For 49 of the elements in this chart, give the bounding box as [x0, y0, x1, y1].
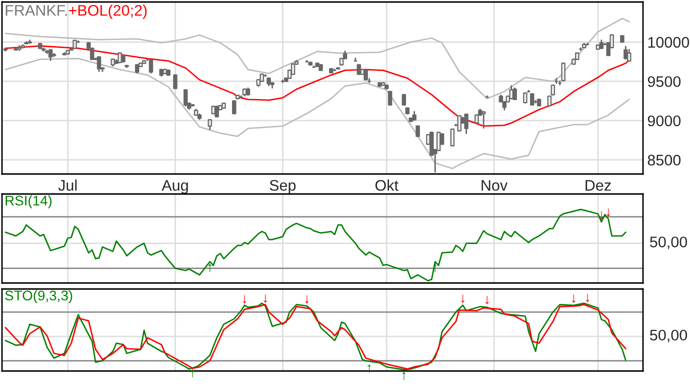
- y-tick-label: 10000: [648, 36, 690, 48]
- candlestick: [464, 112, 468, 135]
- candlestick: [627, 48, 632, 62]
- annotation: ↓: [461, 294, 464, 303]
- annotation: ↓: [600, 211, 604, 220]
- candlestick: [96, 55, 102, 73]
- annotation: ↓: [242, 295, 246, 304]
- annotation: ↓: [485, 296, 489, 304]
- candlestick: [512, 86, 517, 101]
- candlestick: [208, 118, 212, 131]
- annotation: ↓: [606, 208, 610, 217]
- candlestick: [90, 46, 94, 61]
- y-tick-label: 8500: [648, 154, 681, 166]
- annotation: ↓: [572, 294, 576, 303]
- x-tick-label: Aug: [162, 180, 188, 194]
- annotation: ↑: [208, 264, 212, 272]
- y-tick-label: 9000: [648, 115, 681, 126]
- candlestick: [184, 88, 188, 108]
- series-label: +BOL(20;2): [68, 4, 147, 19]
- candlestick: [214, 104, 219, 118]
- annotation: ↓: [264, 294, 267, 303]
- x-tick-label: Jul: [58, 180, 77, 191]
- candlestick: [482, 110, 486, 130]
- y-tick-label: 9500: [648, 76, 681, 88]
- candlestick: [135, 63, 140, 74]
- x-tick-label: Okt: [375, 180, 398, 191]
- line-series: [4, 18, 630, 100]
- annotation: ↓: [305, 295, 309, 304]
- candlestick: [561, 62, 566, 82]
- candlestick: [530, 92, 534, 106]
- annotation: ↑: [402, 372, 406, 380]
- candlestick: [388, 90, 392, 106]
- candlestick: [48, 48, 53, 62]
- annotation: ↑: [190, 369, 194, 378]
- candlestick: [624, 45, 628, 60]
- candlestick: [232, 99, 236, 116]
- line-series: [4, 45, 630, 127]
- series-label: STO(9,3,3): [5, 290, 72, 304]
- text: 50,00: [650, 236, 688, 250]
- x-tick-label: Dez: [586, 180, 611, 191]
- candlestick: [457, 114, 462, 132]
- line-series: [4, 58, 630, 170]
- annotation: ↓: [586, 294, 590, 302]
- x-tick-label: Nov: [482, 180, 508, 191]
- x-tick-label: Sep: [270, 180, 296, 194]
- candlestick: [148, 58, 154, 74]
- series-label: RSI(14): [6, 195, 52, 208]
- chart-title: FRANKF.: [6, 5, 67, 16]
- text: 50,00: [650, 330, 688, 342]
